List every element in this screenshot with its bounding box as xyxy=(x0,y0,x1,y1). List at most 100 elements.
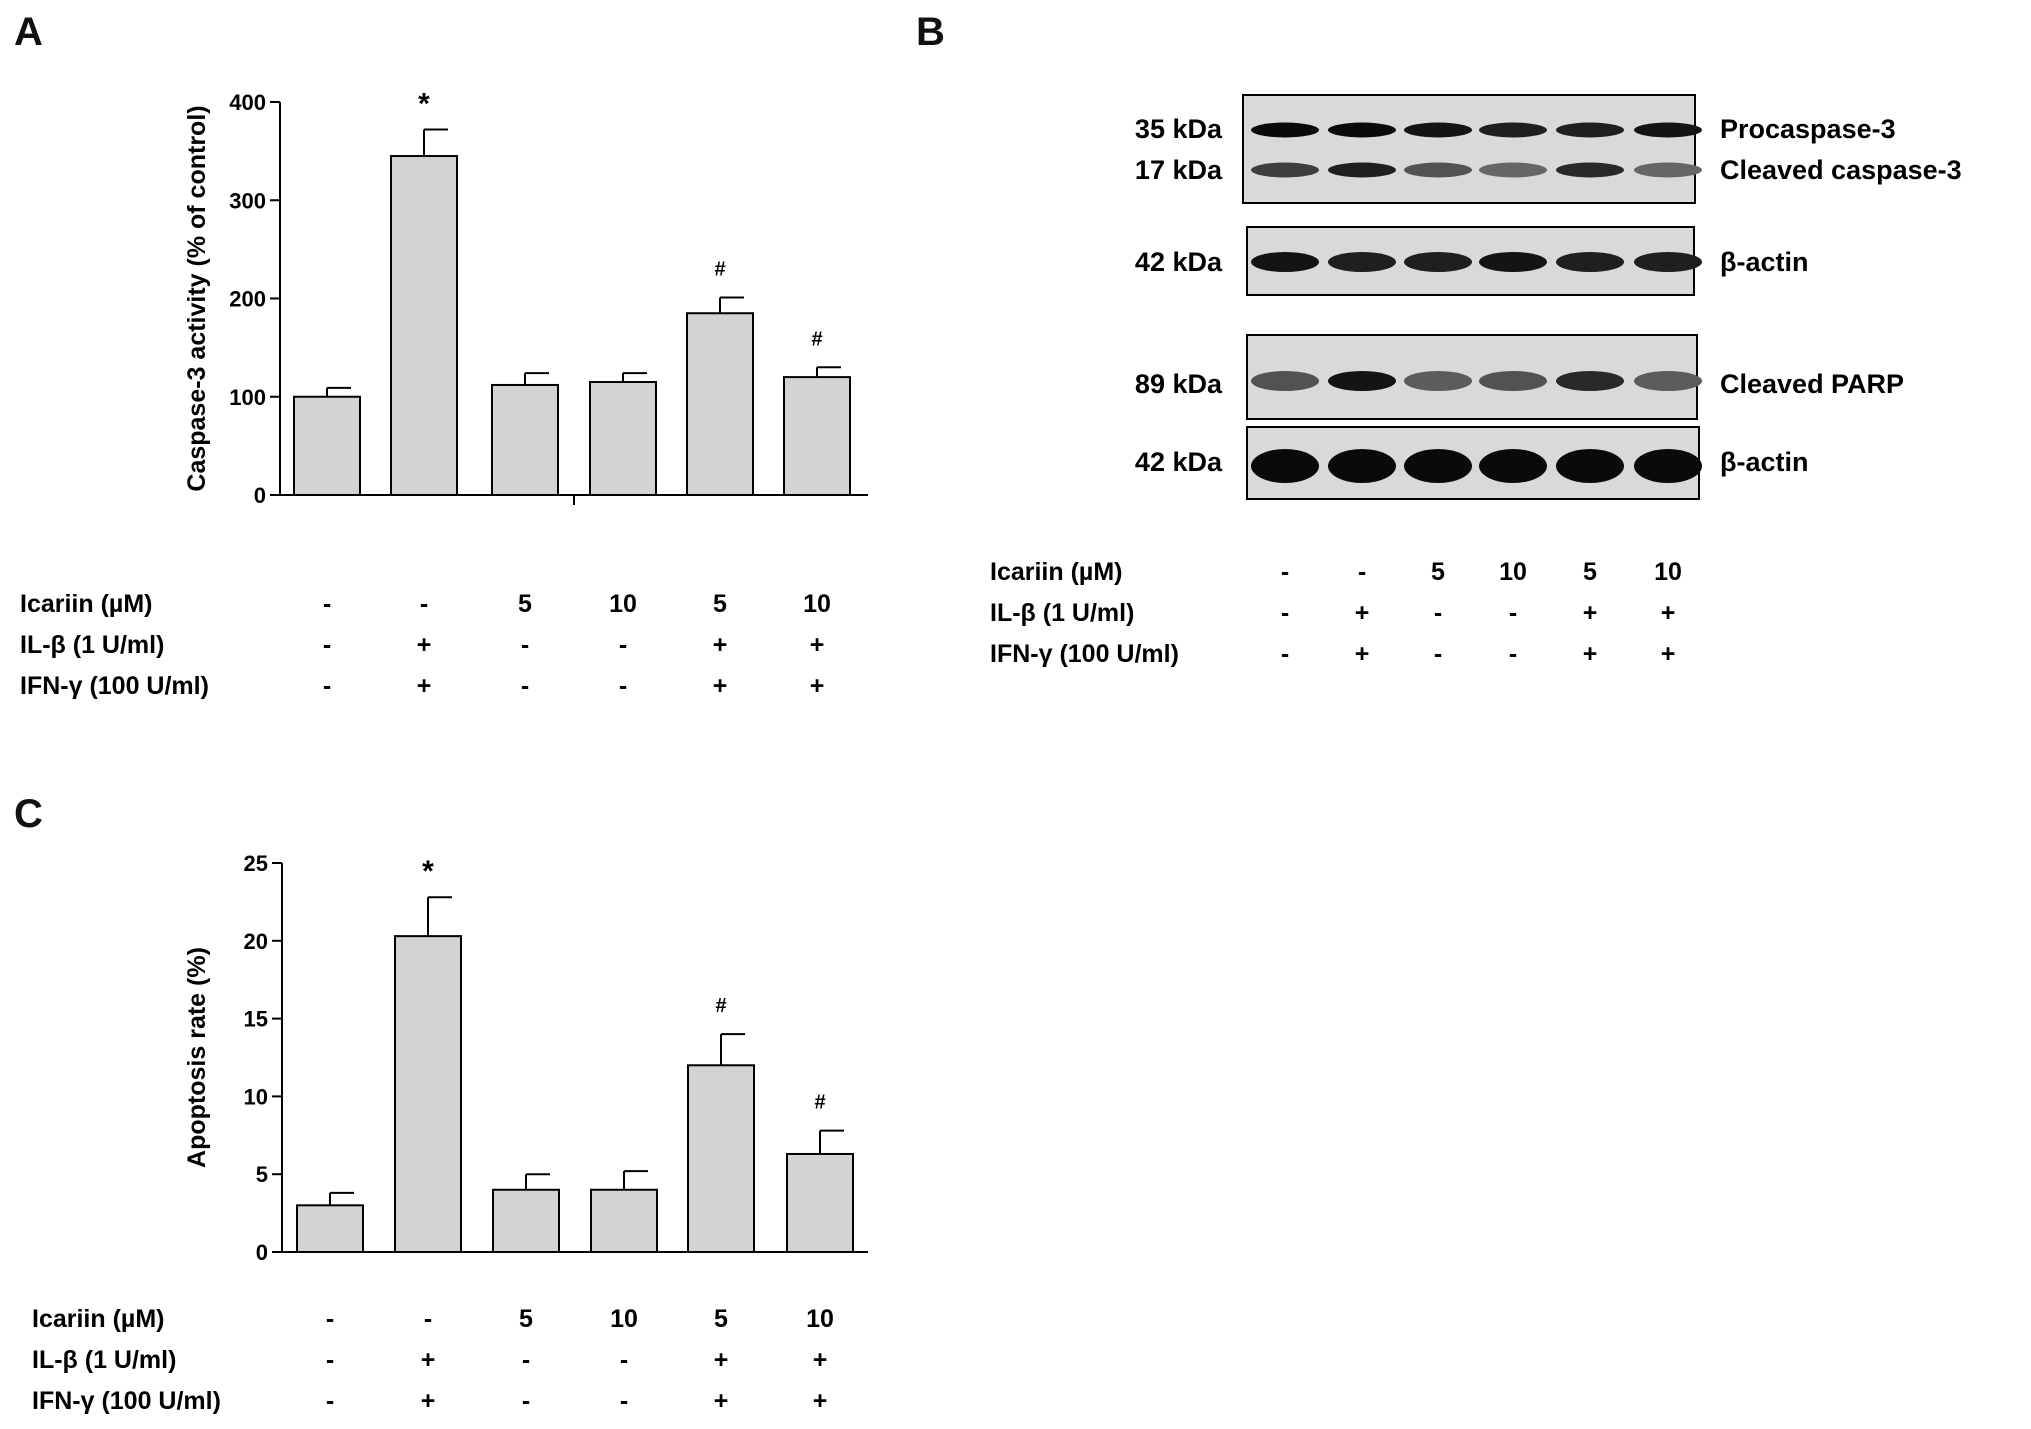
band xyxy=(1479,371,1547,391)
bar xyxy=(293,395,361,496)
band xyxy=(1634,122,1702,138)
bar xyxy=(492,1188,560,1254)
condition-value: 5 xyxy=(714,1305,728,1333)
condition-value: + xyxy=(713,672,728,700)
condition-value: + xyxy=(417,631,432,659)
condition-label: IL-β (1 U/ml) xyxy=(990,599,1134,627)
bar xyxy=(686,312,754,496)
condition-value: - xyxy=(1281,558,1289,586)
protein-label: Cleaved caspase-3 xyxy=(1720,155,1962,185)
condition-value: - xyxy=(326,1387,334,1415)
kda-label: 17 kDa xyxy=(1135,155,1223,185)
bar xyxy=(491,383,559,496)
band xyxy=(1556,252,1624,272)
condition-value: - xyxy=(1281,640,1289,668)
panel-label-c: C xyxy=(14,792,43,836)
condition-value: - xyxy=(1509,599,1517,627)
band xyxy=(1251,371,1319,391)
bar xyxy=(783,376,851,497)
significance-marker: # xyxy=(814,1092,825,1114)
blot-actin-1: 42 kDa β-actin xyxy=(1135,226,1809,296)
band xyxy=(1404,449,1472,483)
y-tick-label: 300 xyxy=(229,188,266,213)
protein-label: β-actin xyxy=(1720,247,1809,277)
panel-label-b: B xyxy=(916,10,945,54)
band xyxy=(1328,252,1396,272)
condition-label: Icariin (µM) xyxy=(20,590,152,618)
condition-value: - xyxy=(424,1305,432,1333)
condition-value: + xyxy=(813,1346,828,1374)
condition-value: 10 xyxy=(1654,558,1682,586)
condition-value: - xyxy=(620,1346,628,1374)
condition-row-icariin: Icariin (µM) - - 5 10 5 10 xyxy=(32,1305,834,1333)
bar xyxy=(687,1064,755,1254)
condition-value: 10 xyxy=(803,590,831,618)
significance-marker: # xyxy=(811,328,822,350)
y-tick-label: 200 xyxy=(229,287,266,312)
condition-value: + xyxy=(1583,599,1598,627)
condition-value: - xyxy=(1281,599,1289,627)
condition-label: IFN-γ (100 U/ml) xyxy=(20,672,209,700)
condition-value: - xyxy=(521,672,529,700)
y-tick-label: 20 xyxy=(244,929,268,954)
chart-caspase3-activity: 0 100 200 300 400 Caspase-3 activity (% of co… xyxy=(20,88,868,700)
band xyxy=(1634,252,1702,272)
bar xyxy=(296,1204,364,1253)
panel-label-a: A xyxy=(14,10,43,54)
band xyxy=(1251,252,1319,272)
condition-value: - xyxy=(522,1387,530,1415)
kda-label: 89 kDa xyxy=(1135,369,1223,399)
condition-value: 5 xyxy=(519,1305,533,1333)
band xyxy=(1479,162,1547,178)
condition-value: - xyxy=(323,672,331,700)
band xyxy=(1404,122,1472,138)
band xyxy=(1479,449,1547,483)
condition-value: - xyxy=(420,590,428,618)
condition-value: + xyxy=(714,1346,729,1374)
condition-row-icariin: Icariin (µM) - - 5 10 5 10 xyxy=(990,558,1682,586)
condition-value: - xyxy=(522,1346,530,1374)
band xyxy=(1328,371,1396,391)
condition-row-icariin: Icariin (µM) - - 5 10 5 10 xyxy=(20,590,831,618)
condition-value: + xyxy=(417,672,432,700)
y-axis-label: Caspase-3 activity (% of control) xyxy=(183,105,211,491)
chart-apoptosis-rate: 0 5 10 15 20 25 Apoptosis rate (%) * # # Icariin (… xyxy=(32,851,868,1415)
condition-value: - xyxy=(326,1346,334,1374)
condition-label: IL-β (1 U/ml) xyxy=(20,631,164,659)
band xyxy=(1556,122,1624,138)
condition-row-il-beta: IL-β (1 U/ml) - + - - + + xyxy=(20,631,824,659)
band xyxy=(1251,449,1319,483)
condition-label: Icariin (µM) xyxy=(990,558,1122,586)
band xyxy=(1556,371,1624,391)
y-tick-label: 25 xyxy=(244,851,268,876)
condition-row-ifn-gamma: IFN-γ (100 U/ml) - + - - + + xyxy=(990,640,1675,668)
condition-row-ifn-gamma: IFN-γ (100 U/ml) - + - - + + xyxy=(20,672,824,700)
blot-membrane xyxy=(1246,426,1700,500)
condition-value: + xyxy=(1583,640,1598,668)
condition-value: 10 xyxy=(806,1305,834,1333)
condition-value: - xyxy=(323,631,331,659)
protein-label: Cleaved PARP xyxy=(1720,369,1904,399)
protein-label: Procaspase-3 xyxy=(1720,114,1896,144)
significance-marker: # xyxy=(714,259,725,281)
y-tick-label: 10 xyxy=(244,1084,268,1109)
condition-value: 10 xyxy=(1499,558,1527,586)
condition-value: + xyxy=(714,1387,729,1415)
condition-label: IFN-γ (100 U/ml) xyxy=(32,1387,221,1415)
condition-value: 10 xyxy=(610,1305,638,1333)
band xyxy=(1404,162,1472,178)
condition-value: + xyxy=(1355,640,1370,668)
band xyxy=(1328,162,1396,178)
y-tick-label: 0 xyxy=(256,1240,268,1265)
bar xyxy=(589,381,657,497)
y-tick-label: 400 xyxy=(229,90,266,115)
significance-marker: * xyxy=(422,855,434,888)
y-tick-label: 15 xyxy=(244,1007,268,1032)
condition-value: + xyxy=(713,631,728,659)
condition-value: - xyxy=(619,631,627,659)
condition-label: IFN-γ (100 U/ml) xyxy=(990,640,1179,668)
condition-value: - xyxy=(521,631,529,659)
condition-value: - xyxy=(619,672,627,700)
kda-label: 42 kDa xyxy=(1135,247,1223,277)
